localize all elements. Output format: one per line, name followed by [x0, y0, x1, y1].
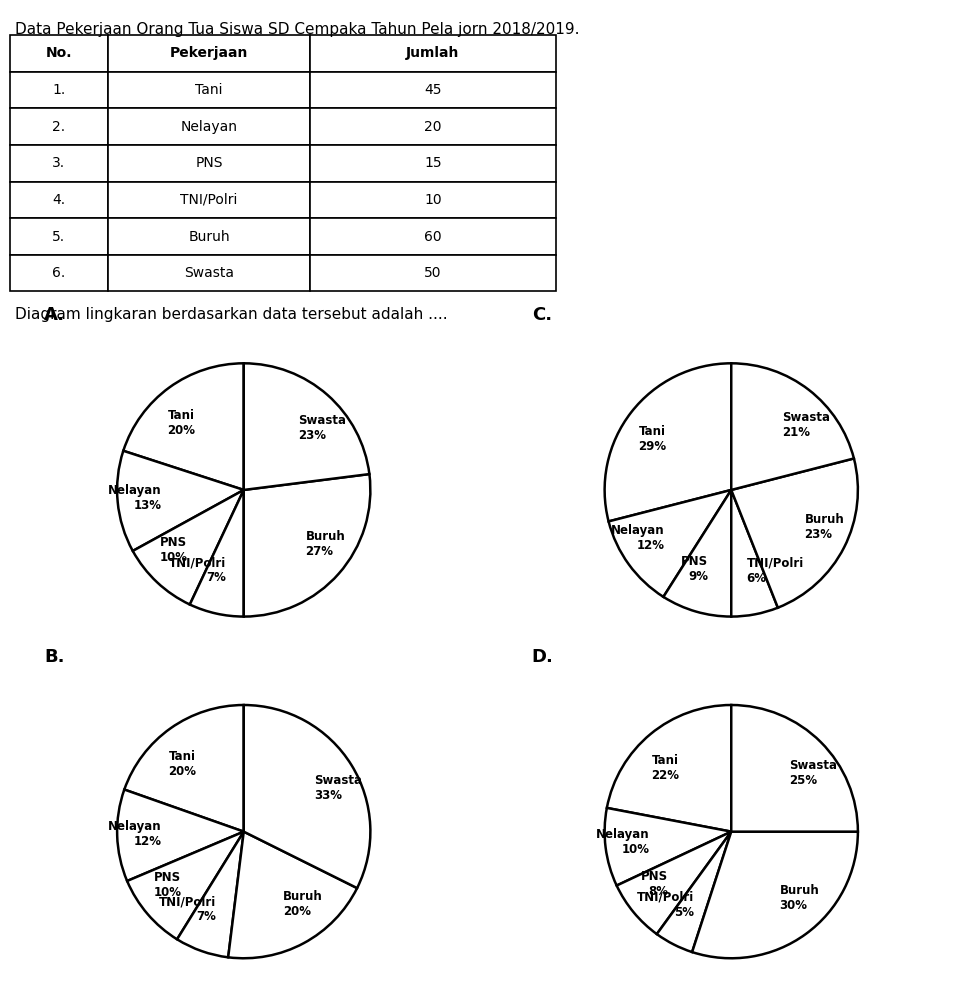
Text: 50: 50	[424, 266, 442, 280]
Text: PNS
10%: PNS 10%	[159, 536, 187, 564]
Bar	[10, 255, 108, 291]
Text: No.: No.	[46, 46, 72, 60]
Wedge shape	[604, 364, 731, 522]
Bar	[10, 182, 108, 218]
Text: TNI/Polri
6%: TNI/Polri 6%	[747, 557, 804, 585]
Text: Swasta
23%: Swasta 23%	[298, 414, 346, 442]
Text: Buruh
23%: Buruh 23%	[804, 514, 844, 542]
Text: Swasta: Swasta	[184, 266, 234, 280]
Bar	[10, 218, 108, 255]
Text: Diagram lingkaran berdasarkan data tersebut adalah ....: Diagram lingkaran berdasarkan data terse…	[15, 307, 448, 322]
Bar	[310, 71, 556, 109]
Text: Nelayan
12%: Nelayan 12%	[611, 525, 665, 553]
Wedge shape	[731, 490, 778, 617]
Text: TNI/Polri
5%: TNI/Polri 5%	[637, 891, 694, 919]
Text: 4.: 4.	[53, 193, 65, 207]
Text: Tani
20%: Tani 20%	[169, 751, 196, 779]
Wedge shape	[731, 458, 858, 608]
Wedge shape	[608, 490, 731, 597]
Wedge shape	[228, 832, 357, 958]
Text: 6.: 6.	[53, 266, 65, 280]
Wedge shape	[692, 831, 858, 958]
Wedge shape	[125, 706, 244, 832]
Text: Nelayan
12%: Nelayan 12%	[108, 820, 162, 848]
Text: Data Pekerjaan Orang Tua Siswa SD Cempaka Tahun Pela jorn 2018/2019.: Data Pekerjaan Orang Tua Siswa SD Cempak…	[15, 22, 579, 37]
Text: Nelayan
13%: Nelayan 13%	[108, 483, 162, 512]
Wedge shape	[123, 364, 244, 490]
Wedge shape	[190, 490, 244, 617]
Text: 3.: 3.	[53, 157, 65, 170]
Text: 2.: 2.	[53, 120, 65, 134]
Text: Pekerjaan: Pekerjaan	[170, 46, 249, 60]
Text: Tani
29%: Tani 29%	[638, 425, 666, 453]
Text: 1.: 1.	[53, 83, 65, 97]
Wedge shape	[117, 451, 244, 551]
Text: 60: 60	[424, 229, 442, 243]
Text: C.: C.	[531, 307, 552, 325]
Bar	[108, 182, 310, 218]
Text: Tani
20%: Tani 20%	[168, 409, 195, 437]
Text: Tani: Tani	[195, 83, 223, 97]
Text: Swasta
21%: Swasta 21%	[782, 411, 830, 439]
Text: Swasta
25%: Swasta 25%	[790, 760, 838, 788]
Bar	[10, 35, 108, 71]
Bar	[108, 35, 310, 71]
Text: TNI/Polri: TNI/Polri	[180, 193, 238, 207]
Wedge shape	[657, 832, 731, 952]
Text: Jumlah: Jumlah	[407, 46, 459, 60]
Wedge shape	[244, 706, 370, 888]
Text: PNS
10%: PNS 10%	[153, 871, 181, 899]
Text: D.: D.	[531, 648, 554, 666]
Text: PNS: PNS	[195, 157, 223, 170]
Text: Nelayan
10%: Nelayan 10%	[596, 828, 649, 856]
Bar	[310, 255, 556, 291]
Wedge shape	[117, 790, 244, 881]
Bar	[310, 109, 556, 145]
Text: 15: 15	[424, 157, 442, 170]
Text: TNI/Polri
7%: TNI/Polri 7%	[159, 895, 216, 924]
Bar	[108, 255, 310, 291]
Wedge shape	[731, 706, 858, 832]
Text: Buruh
27%: Buruh 27%	[305, 531, 345, 559]
Text: Buruh
20%: Buruh 20%	[283, 890, 323, 919]
Wedge shape	[127, 832, 244, 940]
Text: TNI/Polri
7%: TNI/Polri 7%	[169, 556, 226, 584]
Wedge shape	[604, 808, 731, 885]
Wedge shape	[133, 490, 244, 605]
Wedge shape	[244, 364, 370, 490]
Bar	[108, 218, 310, 255]
Text: PNS
8%: PNS 8%	[641, 870, 668, 898]
Bar	[310, 145, 556, 182]
Bar	[310, 182, 556, 218]
Wedge shape	[177, 832, 244, 958]
Wedge shape	[606, 706, 731, 832]
Wedge shape	[616, 832, 731, 934]
Text: 5.: 5.	[53, 229, 65, 243]
Text: 10: 10	[424, 193, 442, 207]
Bar	[10, 145, 108, 182]
Text: Swasta
33%: Swasta 33%	[314, 774, 362, 802]
Bar	[10, 109, 108, 145]
Text: Buruh: Buruh	[188, 229, 230, 243]
Bar	[310, 35, 556, 71]
Bar	[10, 71, 108, 109]
Bar	[310, 218, 556, 255]
Text: Buruh
30%: Buruh 30%	[780, 884, 819, 913]
Bar	[108, 109, 310, 145]
Text: PNS
9%: PNS 9%	[682, 555, 708, 583]
Text: 20: 20	[424, 120, 442, 134]
Text: 45: 45	[424, 83, 442, 97]
Text: Nelayan: Nelayan	[180, 120, 238, 134]
Text: B.: B.	[44, 648, 64, 666]
Wedge shape	[244, 474, 370, 617]
Text: Tani
22%: Tani 22%	[650, 754, 679, 782]
Wedge shape	[731, 364, 854, 490]
Text: A.: A.	[44, 307, 65, 325]
Bar	[108, 145, 310, 182]
Bar	[108, 71, 310, 109]
Wedge shape	[663, 490, 731, 617]
